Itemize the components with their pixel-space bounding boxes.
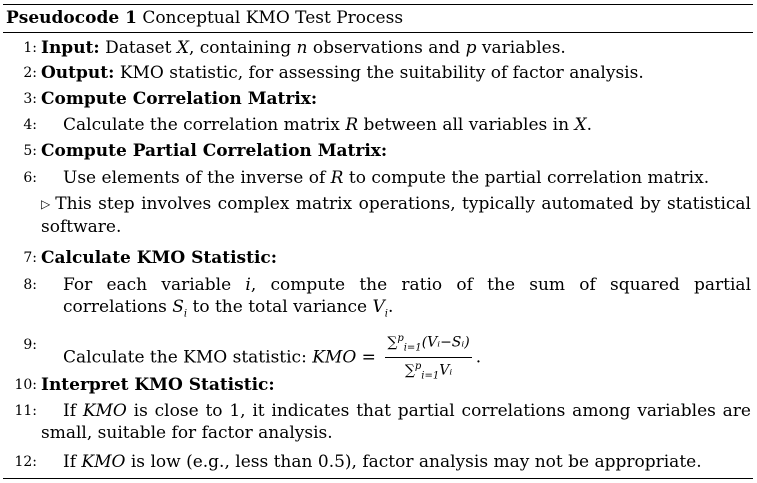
math: i=1 — [403, 342, 422, 354]
text: If — [63, 401, 83, 421]
math: p — [414, 361, 422, 373]
line-number: 6: — [23, 170, 37, 186]
math: R — [345, 115, 359, 135]
caption-label: Pseudocode 1 — [6, 8, 137, 28]
line-number: 3: — [23, 91, 37, 107]
text: For each variable — [63, 275, 246, 295]
keyword: Compute Correlation Matrix: — [41, 89, 318, 109]
caption-title: Conceptual KMO Test Process — [142, 8, 404, 28]
line-number: 11: — [14, 403, 37, 419]
bottom-rule — [3, 478, 753, 479]
line-number: 7: — [23, 250, 37, 266]
text: Use elements of the inverse of — [63, 168, 331, 188]
fraction-numerator: ∑pi=1(Vᵢ−Sᵢ) — [385, 330, 472, 359]
text: . — [586, 115, 592, 135]
math: (Vᵢ−Sᵢ) — [421, 334, 470, 351]
text: KMO statistic, for assessing the suitabi… — [119, 63, 644, 83]
line-number: 2: — [23, 65, 37, 81]
line-number: 8: — [23, 277, 37, 293]
math: p — [397, 333, 404, 344]
math: X — [574, 115, 587, 135]
keyword: Interpret KMO Statistic: — [41, 375, 275, 395]
text: to compute the partial correlation matri… — [343, 168, 710, 188]
text: , compute the ratio of the sum of square… — [63, 275, 751, 317]
comment-text: This step involves complex matrix operat… — [41, 194, 751, 237]
keyword: Compute Partial Correlation Matrix: — [41, 141, 388, 161]
fraction-denominator: ∑pi=1Vᵢ — [404, 361, 453, 382]
math: i=1 — [421, 370, 440, 382]
line-number: 12: — [14, 454, 37, 470]
text: between all variables in — [358, 115, 575, 135]
caption-rule — [3, 32, 753, 33]
math: i — [245, 275, 251, 295]
keyword: Input: — [41, 38, 100, 58]
line-number: 10: — [14, 377, 37, 393]
kmo-symbol: KMO — [82, 401, 127, 421]
text: . — [387, 297, 394, 317]
text: observations and — [307, 38, 466, 58]
text: If — [63, 452, 82, 472]
kmo-symbol: KMO — [312, 347, 357, 368]
line-number: 4: — [23, 117, 37, 133]
math: p — [465, 38, 477, 58]
text: is close to 1, it indicates that partial… — [41, 401, 751, 443]
text: to the total variance — [187, 297, 373, 317]
math: S — [172, 297, 184, 317]
top-rule — [3, 4, 753, 5]
math: n — [296, 38, 308, 58]
keyword: Output: — [41, 63, 115, 83]
text: Calculate the KMO statistic: — [63, 347, 313, 368]
text: variables. — [476, 38, 566, 58]
text: , containing — [188, 38, 297, 58]
math: X — [176, 38, 189, 58]
line-number: 1: — [23, 40, 37, 56]
line-number: 9: — [23, 337, 37, 353]
math: Vᵢ — [439, 363, 453, 380]
kmo-fraction: ∑pi=1(Vᵢ−Sᵢ) ∑pi=1Vᵢ — [385, 330, 472, 386]
math: V — [372, 297, 385, 317]
math: R — [330, 168, 344, 188]
kmo-symbol: KMO — [81, 452, 126, 472]
text: is low (e.g., less than 0.5), factor ana… — [125, 452, 702, 472]
line-number: 5: — [23, 143, 37, 159]
keyword: Calculate KMO Statistic: — [41, 248, 278, 268]
text: Calculate the correlation matrix — [63, 115, 346, 135]
pseudocode-block: Pseudocode 1 Conceptual KMO Test Process… — [3, 4, 753, 479]
text: Dataset — [105, 38, 177, 58]
caption: Pseudocode 1 Conceptual KMO Test Process — [3, 5, 753, 32]
comment-triangle-icon: ▷ — [41, 197, 52, 211]
